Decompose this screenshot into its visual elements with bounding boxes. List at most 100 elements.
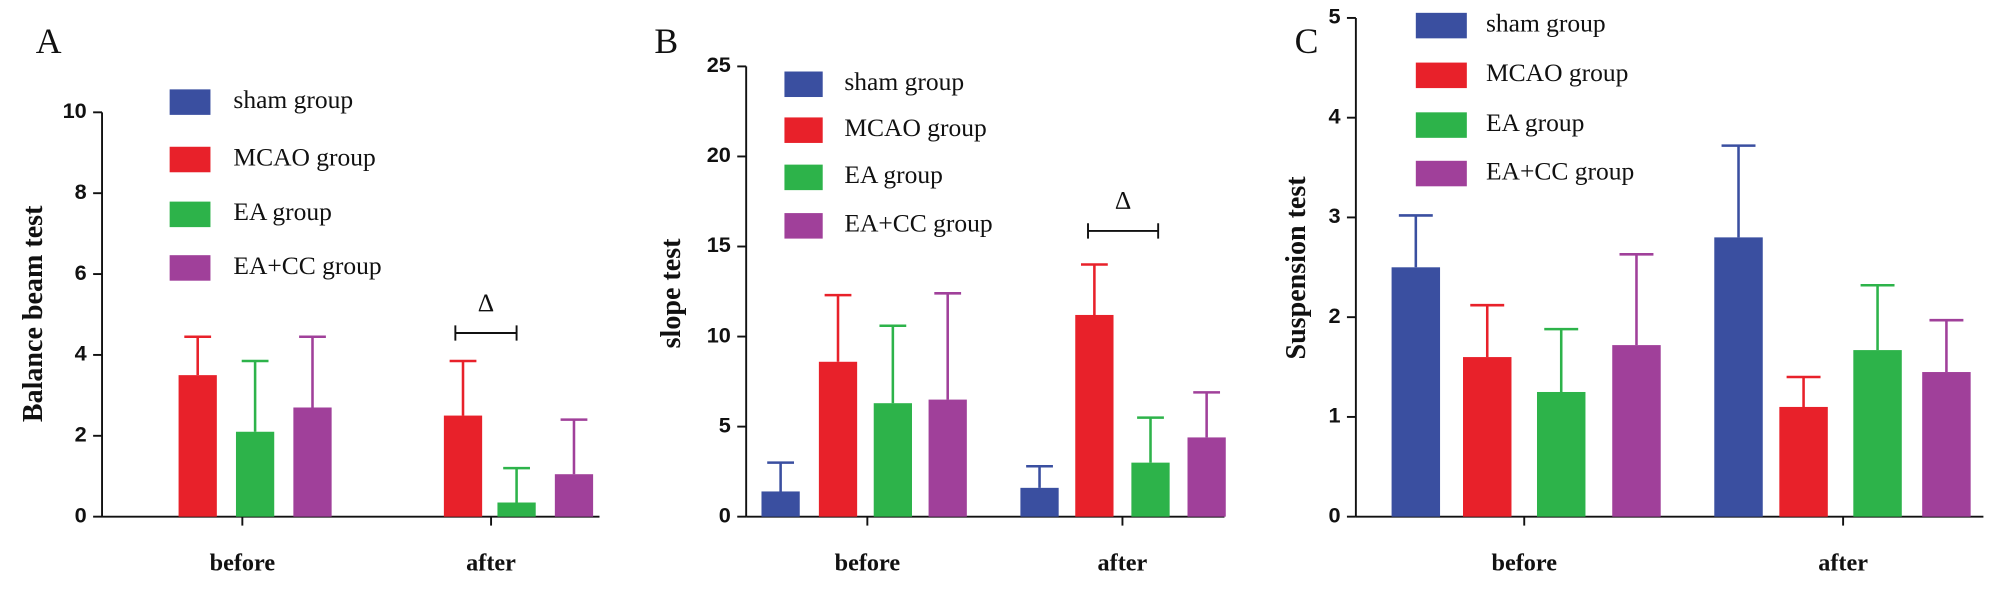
legend-swatch [1415, 160, 1467, 187]
error-bar [1721, 144, 1756, 238]
legend-swatch [169, 255, 211, 281]
annotation: Δ [1115, 186, 1131, 215]
y-tick-label: 10 [707, 322, 731, 347]
error-bar [934, 292, 962, 400]
x-tick-label: after [1098, 550, 1148, 577]
y-tick-label: 2 [75, 422, 87, 447]
error-bar [1398, 214, 1433, 268]
panel-label: A [36, 21, 62, 61]
x-tick-label: before [1492, 550, 1558, 577]
x-tick-label: before [210, 550, 276, 577]
x-tick-label: after [1818, 550, 1868, 577]
bar [235, 431, 275, 517]
y-tick-label: 5 [719, 412, 731, 437]
legend-swatch [169, 89, 211, 115]
error-bar [1929, 318, 1964, 373]
legend-label: EA group [1486, 108, 1584, 137]
error-bar [449, 359, 477, 416]
bar [1612, 345, 1661, 517]
y-tick-label: 3 [1328, 203, 1340, 228]
panel: A Balance beam test 0 2 4 6 8 10 before after sham… [18, 21, 600, 577]
error-bar [767, 461, 795, 492]
error-bar [1080, 263, 1108, 315]
error-bar [1860, 283, 1895, 351]
y-tick-label: 25 [707, 52, 731, 77]
y-axis-label: slope test [656, 238, 687, 348]
y-tick-label: 2 [1328, 303, 1340, 328]
legend-swatch [169, 146, 211, 173]
panel-label: C [1295, 21, 1319, 61]
bar [1779, 406, 1828, 517]
y-tick-label: 15 [707, 232, 731, 257]
error-bar [1470, 303, 1505, 358]
error-bar [1544, 327, 1579, 392]
legend-label: EA+CC group [844, 209, 992, 238]
y-axis-label: Suspension test [1281, 176, 1312, 360]
legend-swatch [784, 213, 823, 239]
legend-swatch [1415, 112, 1467, 138]
y-tick-label: 5 [1328, 4, 1340, 29]
y-tick-label: 6 [75, 260, 87, 285]
bar [1714, 237, 1763, 517]
bar [1075, 314, 1114, 517]
legend-label: sham group [844, 67, 964, 96]
error-bar [1193, 391, 1221, 438]
legend-label: MCAO group [233, 142, 375, 171]
x-tick-label: before [835, 550, 901, 577]
legend-label: EA group [844, 160, 942, 189]
legend-label: EA+CC group [233, 251, 381, 280]
significance-bracket [1087, 223, 1160, 239]
legend-swatch [784, 117, 823, 143]
legend-label: sham group [1486, 8, 1606, 37]
error-bar [184, 335, 212, 376]
bar [1391, 267, 1441, 517]
y-tick-label: 8 [75, 179, 87, 204]
error-bar [824, 293, 852, 362]
x-tick-label: after [466, 550, 516, 577]
legend-label: sham group [233, 85, 353, 114]
bar [873, 403, 912, 517]
bar [554, 474, 594, 517]
bar [443, 415, 483, 517]
legend-swatch [784, 71, 823, 98]
y-axis-label: Balance beam test [18, 205, 49, 422]
y-tick-label: 20 [707, 142, 731, 167]
bar [293, 407, 332, 517]
bar [928, 399, 967, 517]
error-bar [1786, 375, 1821, 407]
legend-swatch [784, 164, 823, 191]
error-bar [241, 359, 269, 432]
y-tick-label: 4 [75, 341, 87, 366]
panel-label: B [654, 21, 678, 61]
bar [1131, 462, 1170, 517]
y-tick-label: 0 [719, 502, 731, 527]
legend-swatch [1415, 62, 1467, 89]
legend-label: EA group [233, 197, 331, 226]
bar [1536, 391, 1586, 517]
bar [1020, 487, 1059, 517]
y-tick-label: 1 [1328, 403, 1340, 428]
error-bar [1026, 464, 1053, 488]
legend-label: EA+CC group [1486, 156, 1634, 185]
error-bar [503, 466, 530, 503]
legend-label: MCAO group [844, 113, 986, 142]
bar [1463, 357, 1512, 517]
bar [761, 491, 800, 517]
bar [1853, 350, 1902, 517]
bar [178, 375, 217, 517]
error-bar [1137, 416, 1164, 463]
error-bar [299, 335, 326, 408]
panel: C Suspension test 0 1 2 3 4 5 before after sham gr… [1281, 4, 1984, 577]
bar [1922, 372, 1971, 517]
legend-swatch [169, 201, 211, 228]
annotation: Δ [478, 288, 494, 317]
error-bar [879, 324, 907, 404]
y-tick-label: 10 [63, 98, 87, 123]
error-bar [560, 418, 588, 475]
bar [818, 361, 858, 517]
y-tick-label: 0 [1328, 502, 1340, 527]
legend-swatch [1415, 12, 1467, 39]
bar [1187, 437, 1226, 517]
